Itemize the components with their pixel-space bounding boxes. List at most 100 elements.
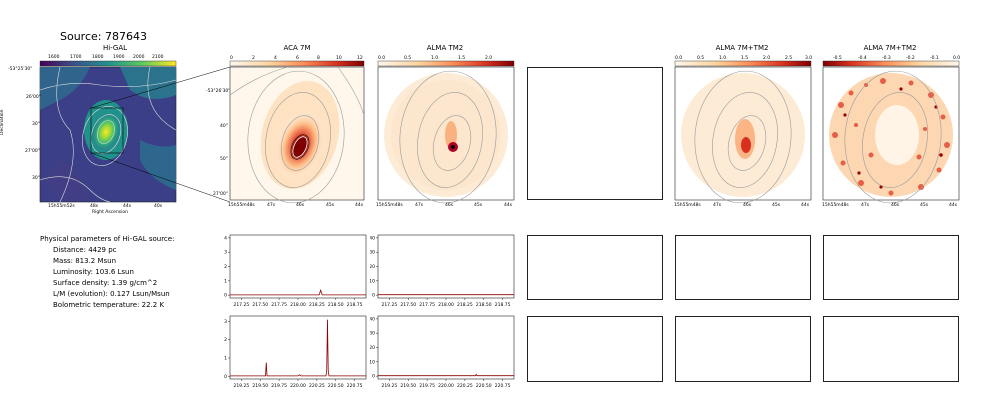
alma7mtm2-neg-ra-tick: 45s (920, 203, 929, 208)
higal-dec-tick: 30" (32, 176, 40, 181)
aca7m-cb-tick: 8 (317, 56, 320, 61)
x-tick-label: 218.50 (476, 302, 492, 308)
alma7mtm2-ra-tick: 47s (713, 203, 722, 208)
aca7m-cb-tick: 0 (230, 56, 233, 61)
x-tick-label: 218.50 (328, 302, 344, 308)
y-tick-label: 2 (224, 337, 227, 343)
almatm2-cb-tick: 0.0 (378, 56, 386, 61)
alma7mtm2-neg-cb-tick: -0.3 (882, 56, 891, 61)
spectrum-aca-row1: 0 1 2 3 4 217.25 217.50 217.75 218.00 218.25 218.5… (224, 234, 367, 308)
param-bol-temp: Bolometric temperature: 22.2 K (53, 301, 165, 309)
y-tick-label: 30 (370, 331, 375, 337)
empty-panel (527, 67, 663, 200)
almatm2-cb-tick: 1.0 (431, 56, 439, 61)
y-tick-label: 1 (224, 278, 227, 284)
almatm2-title: ALMA TM2 (426, 44, 464, 52)
y-tick-label: 3 (224, 319, 227, 325)
aca7m-dec-tick: 40" (220, 124, 228, 129)
x-tick-label: 218.00 (438, 302, 454, 308)
source-title: Source: 787643 (60, 30, 147, 43)
x-tick-label: 219.25 (381, 383, 397, 389)
param-surface-density: Surface density: 1.39 g/cm^2 (53, 279, 158, 287)
almatm2-panel (377, 60, 515, 204)
almatm2-ra-tick: 45s (474, 203, 483, 208)
higal-xlabel: Right Ascension (92, 210, 128, 215)
y-tick-label: 30 (370, 250, 375, 256)
almatm2-cb-tick: 0.5 (404, 56, 412, 61)
alma7mtm2-neg-panel (822, 60, 960, 204)
higal-dec-tick: -53°25'30" (8, 67, 33, 72)
aca7m-ra-tick: 45s (326, 203, 335, 208)
higal-ylabel: Declination (0, 109, 5, 135)
alma7mtm2-cb-tick: 3.0 (805, 56, 813, 61)
higal-ra-tick: 44s (123, 204, 132, 209)
y-tick-label: 0 (224, 374, 227, 380)
alma7mtm2-neg-cb-tick: -0.2 (906, 56, 915, 61)
x-tick-label: 217.50 (252, 302, 268, 308)
x-tick-label: 219.25 (233, 383, 249, 389)
x-tick-label: 218.75 (495, 302, 511, 308)
almatm2-colorbar (377, 60, 515, 67)
aca7m-dec-tick: 50" (220, 157, 228, 162)
y-tick-label: 10 (370, 359, 375, 365)
parameters-heading: Physical parameters of Hi-GAL source: (40, 235, 175, 243)
physical-parameters: Physical parameters of Hi-GAL source: Di… (40, 234, 174, 311)
higal-dec-tick: 27'00" (25, 149, 40, 154)
spectrum-line (230, 288, 366, 296)
spectrum-line (230, 319, 366, 377)
alma7mtm2-neg-ra-tick: 46s (891, 203, 900, 208)
x-tick-label: 219.75 (271, 383, 287, 389)
param-mass: Mass: 813.2 Msun (53, 257, 117, 265)
param-luminosity: Luminosity: 103.6 Lsun (53, 268, 134, 276)
empty-spectrum-panel (675, 235, 811, 300)
almatm2-cb-tick: 1.5 (458, 56, 466, 61)
x-tick-label: 217.25 (233, 302, 249, 308)
alma7mtm2-colorbar (674, 60, 812, 67)
higal-dec-tick: 26'00" (26, 95, 41, 100)
x-tick-label: 220.75 (347, 383, 363, 389)
higal-colorbar (39, 60, 177, 67)
spectrum-line (378, 373, 514, 377)
aca7m-cb-tick: 4 (274, 56, 277, 61)
alma7mtm2-cb-tick: 2.5 (785, 56, 793, 61)
higal-ra-tick: 40s (154, 204, 163, 209)
x-tick-label: 220.00 (438, 383, 454, 389)
spectrum-frame (229, 315, 367, 380)
higal-cb-tick: 1900 (113, 55, 125, 60)
almatm2-ra-tick: 44s (504, 203, 513, 208)
param-l-over-m: L/M (evolution): 0.127 Lsun/Msun (53, 290, 170, 298)
x-tick-label: 218.00 (290, 302, 306, 308)
higal-cb-tick: 1600 (48, 55, 60, 60)
alma7mtm2-ra-tick: 45s (772, 203, 781, 208)
aca7m-dec-tick: -53°26'30" (206, 89, 231, 94)
higal-dec-tick: 30" (32, 122, 40, 127)
higal-ra-tick: 48s (90, 204, 99, 209)
alma7mtm2-neg-cb-tick: 0.0 (953, 56, 961, 61)
alma7mtm2-neg-title: ALMA 7M+TM2 (863, 44, 917, 52)
alma7mtm2-cb-tick: 0.0 (675, 56, 683, 61)
higal-zoom-box (90, 107, 124, 154)
alma7mtm2-neg-ra-tick: 15h55m48s (822, 203, 849, 208)
spectrum-frame (229, 234, 367, 299)
higal-cb-tick: 2100 (152, 55, 164, 60)
x-tick-label: 219.75 (419, 383, 435, 389)
x-tick-label: 217.75 (271, 302, 287, 308)
almatm2-ra-tick: 47s (415, 203, 424, 208)
aca7m-cb-tick: 12 (357, 56, 363, 61)
aca7m-title: ACA 7M (283, 44, 311, 52)
alma7mtm2-neg-ra-tick: 47s (861, 203, 870, 208)
aca7m-ra-tick: 15h55m48s (228, 203, 255, 208)
empty-spectrum-panel (823, 235, 959, 300)
x-tick-label: 220.75 (495, 383, 511, 389)
alma7mtm2-neg-cb-tick: -0.1 (930, 56, 939, 61)
almatm2-ra-tick: 46s (445, 203, 454, 208)
alma7mtm2-neg-ra-tick: 44s (949, 203, 958, 208)
higal-ra-tick: 15h55m52s (48, 204, 75, 209)
aca7m-ra-tick: 44s (355, 203, 364, 208)
aca7m-ra-tick: 47s (267, 203, 276, 208)
y-tick-label: 40 (370, 235, 375, 241)
x-tick-label: 217.25 (381, 302, 397, 308)
alma7mtm2-neg-cb-tick: -0.5 (833, 56, 842, 61)
x-tick-label: 220.50 (328, 383, 344, 389)
alma7mtm2-ra-tick: 46s (743, 203, 752, 208)
